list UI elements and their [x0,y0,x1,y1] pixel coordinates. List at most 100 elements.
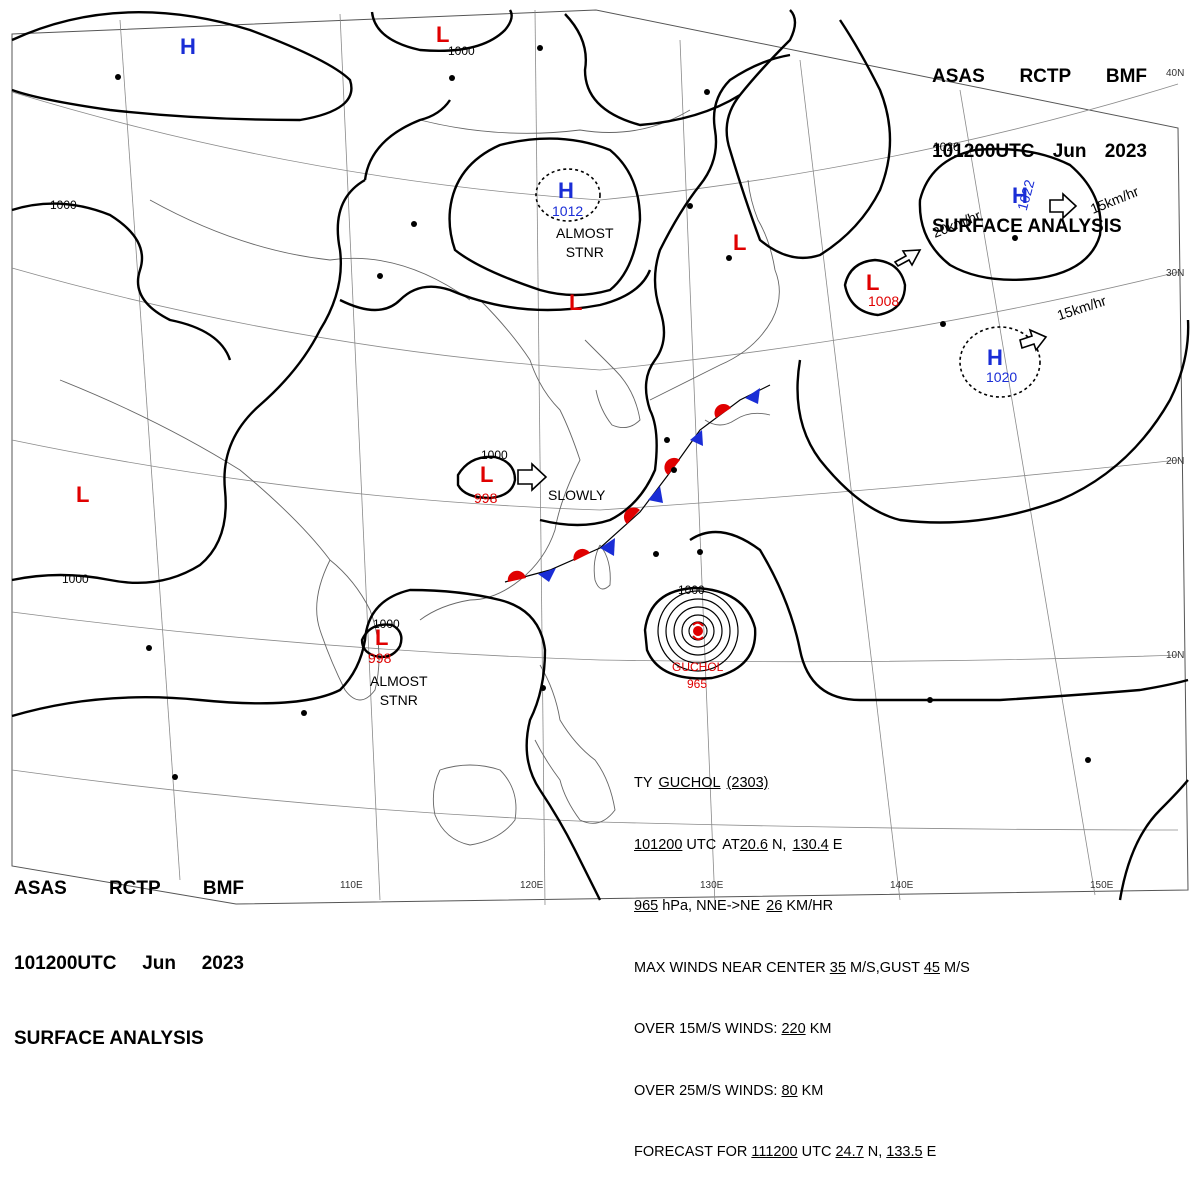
isobar-top-center [370,9,513,52]
gust-value: 45 [923,959,940,976]
borneo-coast [432,764,517,846]
east-label: E [832,836,843,853]
typhoon-center [693,626,703,636]
arrow-east-japan [893,249,922,268]
lat-line-40 [11,83,1179,201]
china-border [59,199,471,561]
lon-label-110e: 110E [340,880,363,891]
front-warm-5 [714,403,731,418]
lon-label-150e: 150E [1090,880,1114,891]
typhoon-id: (2303) [726,775,769,791]
front-warm-4 [664,457,680,475]
low-north-china-label: L [569,290,583,315]
header-time: 101200UTC [14,953,117,974]
front-warm-1 [507,570,526,582]
typhoon-swirl [692,621,704,641]
forecast-time: 111200 [751,1144,798,1160]
front-warm-2 [573,548,590,561]
isobar-north-arc [564,9,797,127]
station [537,45,543,51]
typhoon-rings [657,590,739,672]
max-winds-value: 35 [829,959,846,976]
radius-15-label: OVER 15M/S WINDS: [634,1021,778,1037]
isobar-label-1000: 1000 [481,448,508,462]
forecast-lon: 133.5 [886,1144,923,1160]
max-winds-label: MAX WINDS NEAR CENTER [634,959,826,976]
front-cold-2 [600,538,615,556]
front-cold-3 [648,486,663,503]
utc-label: UTC [686,836,717,853]
station [1085,757,1091,763]
typhoon-ring-4 [681,614,715,648]
typhoon-info-line-3: 965 hPa, NNE->NE 26 KM/HR [634,896,970,917]
typhoon-info-block: TY GUCHOL (2303) 101200 UTC AT20.6 N, 130.4 … [634,732,970,1183]
station [1012,235,1018,241]
typhoon-name: GUCHOL [658,775,721,791]
lon-line-150 [959,89,1096,896]
station [653,551,659,557]
radius-25-unit: KM [801,1082,824,1099]
typhoon-info-line-6: OVER 25M/S WINDS: 80 KM [634,1081,970,1102]
east-label: E [926,1144,937,1160]
dashed-high-mongolia [535,168,601,222]
header-station: RCTP [1019,66,1072,87]
header-month: Jun [142,953,176,974]
low-south-china-pressure: 998 [368,650,392,666]
utc-label: UTC [801,1144,832,1160]
high-mongolia-pressure: 1012 [552,203,584,219]
stationary-front [504,384,771,583]
station [411,221,417,227]
isobar-sichuan [456,455,517,500]
isobar-1020-pacific [918,147,1102,281]
indochina-coast [316,559,380,701]
isobar-1000-west [11,178,366,585]
russia-border [419,109,691,134]
gust-label: M/S,GUST [849,959,920,976]
header-year: 2023 [201,953,244,974]
radius-15-unit: KM [809,1021,832,1037]
low-korea-label: L [733,230,747,255]
forecast-lat: 24.7 [835,1144,864,1160]
station-markers [115,45,1091,780]
lon-line-130 [679,39,716,906]
lon-label-130e: 130E [700,880,724,891]
speed-unit: KM/HR [786,898,834,914]
station [146,645,152,651]
map-background [0,0,1200,919]
station [726,255,732,261]
typhoon-direction: hPa, NNE->NE [662,898,761,914]
isobar-label-1000: 1000 [50,198,77,212]
typhoon-pressure: 965 [634,898,659,914]
header-year: 2023 [1104,141,1147,162]
lon-line-100 [119,19,181,881]
typhoon-lat: 20.6 [739,836,768,853]
front-warm-3 [623,507,640,524]
north-label: N, [867,1144,883,1160]
weather-map [0,0,1200,919]
lat-label-10n: 10N [1166,650,1185,661]
isobar-south-pacific [689,530,1189,702]
north-label: N, [771,836,787,853]
lon-line-110 [339,13,381,901]
gust-unit: M/S [943,959,970,976]
high-pacific-south-pressure: 1020 [986,369,1018,385]
lat-label-30n: 30N [1166,268,1185,279]
lon-label-120e: 120E [520,880,544,891]
front-cold-5 [745,388,760,404]
typhoon-speed: 26 [766,898,783,914]
typhoon-info-line-5: OVER 15M/S WINDS: 220 KM [634,1019,970,1040]
station [687,203,693,209]
station [704,89,710,95]
isobar-mongolia [448,137,642,297]
header-title: SURFACE ANALYSIS [932,216,1122,237]
coastlines [59,109,780,846]
arrow-pacific-south [1019,328,1048,352]
station [172,774,178,780]
typhoon-ring-1 [657,590,739,672]
high-northwest-label: H [180,34,196,59]
front-cold-4 [690,430,703,446]
isobar-1000-northwest [11,11,353,122]
at-label: AT [722,836,740,853]
china-east-coast [419,299,581,621]
map-frame [11,9,1189,905]
